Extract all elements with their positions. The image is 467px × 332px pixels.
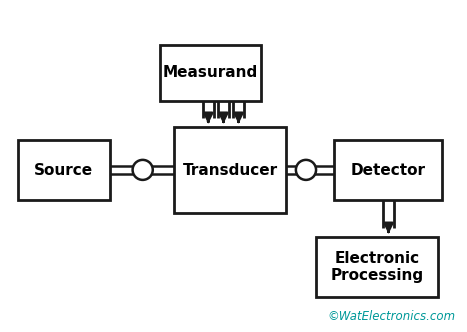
Bar xyxy=(160,44,261,101)
Text: Source: Source xyxy=(34,163,93,178)
Ellipse shape xyxy=(296,160,316,180)
Bar xyxy=(316,237,438,297)
Ellipse shape xyxy=(133,160,153,180)
Bar xyxy=(18,140,110,200)
Text: Measurand: Measurand xyxy=(163,65,258,80)
Text: Transducer: Transducer xyxy=(183,163,277,178)
Text: ©WatElectronics.com: ©WatElectronics.com xyxy=(328,310,456,323)
Bar xyxy=(174,127,286,213)
Bar xyxy=(334,140,442,200)
Text: Electronic
Processing: Electronic Processing xyxy=(330,251,424,283)
Text: Detector: Detector xyxy=(351,163,426,178)
